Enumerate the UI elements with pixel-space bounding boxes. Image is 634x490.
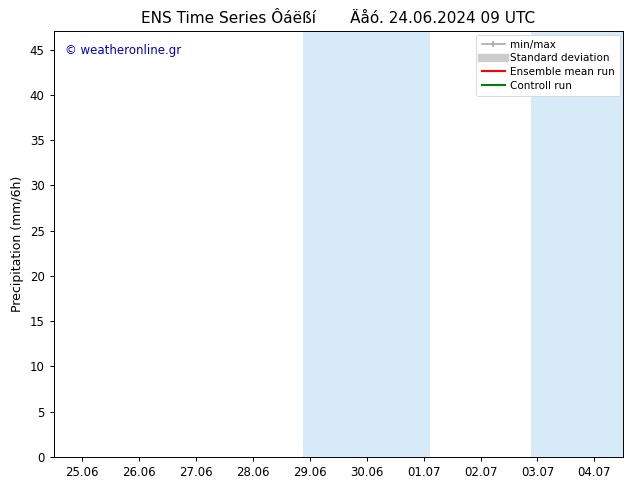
Bar	[531, 31, 623, 457]
Bar	[303, 31, 430, 457]
Legend: min/max, Standard deviation, Ensemble mean run, Controll run: min/max, Standard deviation, Ensemble me…	[477, 35, 620, 96]
Title: ENS Time Series Ôáëßí       Äåó. 24.06.2024 09 UTC: ENS Time Series Ôáëßí Äåó. 24.06.2024 09…	[141, 11, 535, 26]
Text: © weatheronline.gr: © weatheronline.gr	[65, 44, 181, 57]
Y-axis label: Precipitation (mm/6h): Precipitation (mm/6h)	[11, 176, 24, 312]
